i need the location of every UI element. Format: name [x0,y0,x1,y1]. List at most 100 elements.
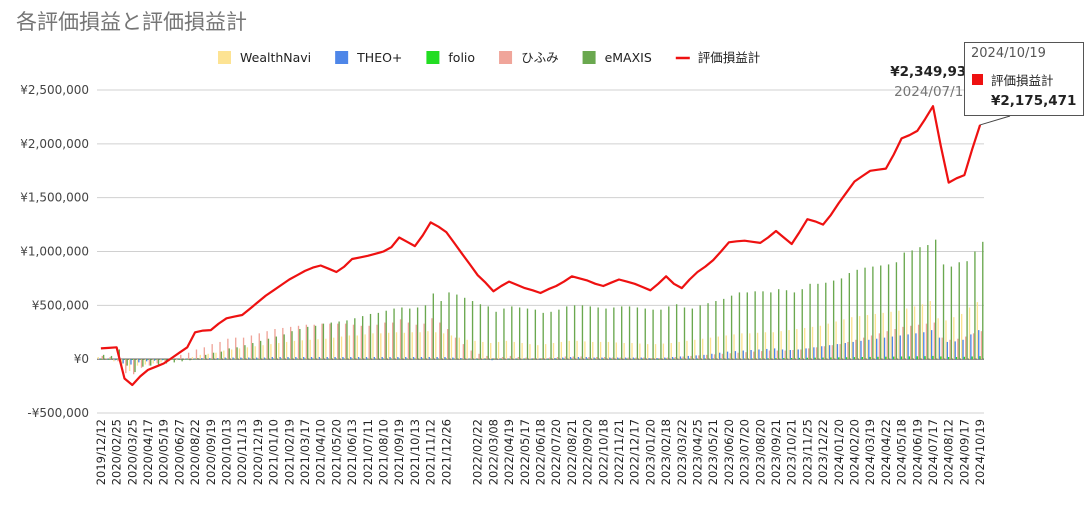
bar-folio [736,358,738,360]
bar-THEO+ [263,357,266,360]
bar-WealthNavi [435,332,437,360]
bar-folio [948,357,950,360]
bar-WealthNavi [788,330,790,360]
bar-eMAXIS [259,340,262,360]
x-tick-label: 2021/11/12 [424,419,438,485]
bar-folio [775,358,777,360]
bar-ひふみ [172,358,174,360]
bar-folio [312,358,314,360]
bar-folio [257,358,259,360]
bar-ひふみ [392,322,394,360]
bar-THEO+ [726,351,729,360]
bar-folio [830,357,832,360]
bar-THEO+ [624,357,627,360]
bar-eMAXIS [236,347,238,360]
tooltip: 2024/10/19 評価損益計 ¥2,175,471 [964,42,1084,116]
bar-ひふみ [509,355,512,360]
bar-ひふみ [344,323,347,360]
bar-THEO+ [255,357,258,360]
bar-eMAXIS [825,282,827,360]
bar-THEO+ [452,357,454,360]
bar-folio [838,357,840,360]
bar-WealthNavi [851,317,853,360]
x-tick-label: 2022/06/18 [534,419,548,485]
bar-eMAXIS [416,307,419,360]
bar-ひふみ [572,356,574,360]
bar-folio [429,358,432,360]
bar-WealthNavi [136,359,139,366]
bar-eMAXIS [801,289,803,360]
bar-THEO+ [664,357,666,360]
bar-folio [469,359,471,360]
bar-folio [798,357,801,360]
bar-eMAXIS [605,308,607,360]
bar-THEO+ [161,359,164,361]
x-tick-label: 2023/04/25 [690,419,704,485]
bar-eMAXIS [157,359,160,365]
bar-ひふみ [792,350,794,360]
tooltip-leader-line [979,115,1011,126]
bar-WealthNavi [560,341,563,360]
bar-WealthNavi [309,339,311,360]
bar-THEO+ [240,357,242,360]
bar-WealthNavi [254,346,256,360]
bar-eMAXIS [958,262,960,360]
bar-THEO+ [970,334,972,360]
bar-WealthNavi [858,316,861,360]
bar-THEO+ [891,336,894,360]
bar-folio [979,356,981,360]
x-tick-label: 2022/02/22 [471,419,485,485]
bar-eMAXIS [346,320,348,360]
bar-ひふみ [878,333,881,360]
bar-folio [665,359,667,360]
bar-eMAXIS [401,307,403,360]
bar-WealthNavi [482,341,484,360]
bar-eMAXIS [911,250,913,360]
y-tick-label: ¥2,000,000 [20,137,89,151]
series-folio [100,355,981,360]
x-tick-label: 2024/07/17 [926,419,940,485]
x-tick-label: 2020/08/22 [188,419,202,485]
bar-folio [893,356,895,360]
bar-eMAXIS [558,309,560,360]
bar-ひふみ [980,331,983,360]
legend-label-folio: folio [448,50,475,65]
bar-THEO+ [758,349,760,360]
legend-swatch-ひふみ [499,51,513,64]
bar-ひふみ [274,329,276,360]
bar-WealthNavi [686,340,688,360]
bar-ひふみ [384,322,386,360]
legend-label-ひふみ: ひふみ [521,50,559,65]
bar-ひふみ [588,357,590,360]
bar-THEO+ [585,357,587,360]
bar-eMAXIS [628,306,631,360]
bar-WealthNavi [953,317,955,360]
bar-THEO+ [193,358,195,360]
x-tick-label: 2020/06/27 [172,419,186,485]
legend-label-評価損益計: 評価損益計 [698,50,761,65]
bar-ひふみ [329,323,331,360]
bar-THEO+ [295,357,297,360]
bar-folio [626,359,628,360]
bar-ひふみ [737,352,739,360]
bar-eMAXIS [393,308,395,360]
bar-THEO+ [389,357,391,360]
bar-folio [516,359,518,360]
bar-THEO+ [852,341,854,360]
bar-ひふみ [289,326,292,360]
bar-THEO+ [459,358,462,360]
bar-eMAXIS [903,252,905,360]
bar-THEO+ [287,357,289,360]
bar-folio [367,358,369,360]
bar-THEO+ [224,357,226,360]
bar-eMAXIS [621,306,623,360]
bar-THEO+ [248,357,250,360]
bar-eMAXIS [424,305,427,360]
tooltip-date: 2024/10/19 [971,46,1046,61]
bar-ひふみ [195,349,198,360]
bar-ひふみ [313,324,315,360]
bar-ひふみ [321,323,323,360]
bar-ひふみ [745,352,747,360]
bar-WealthNavi [780,331,782,360]
bar-WealthNavi [176,359,178,361]
